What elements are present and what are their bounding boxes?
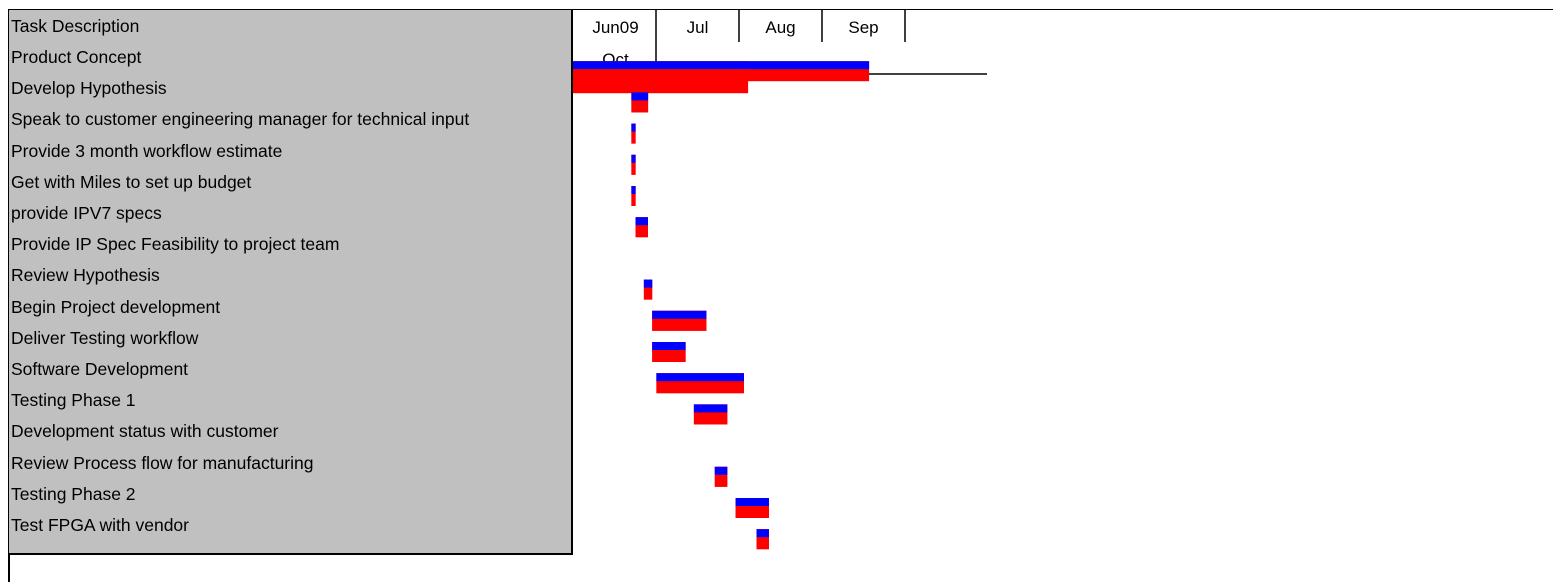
planned-bar — [652, 342, 686, 350]
task-label: Testing Phase 1 — [11, 390, 136, 411]
task-label: Development status with customer — [11, 421, 279, 442]
task-label: Review Process flow for manufacturing — [11, 452, 314, 473]
month-label: Aug — [765, 18, 795, 37]
gantt-bars — [573, 61, 870, 550]
task-label: Product Concept — [11, 47, 142, 67]
task-header: Task Description — [11, 16, 140, 36]
task-label: Deliver Testing workflow — [11, 327, 199, 348]
planned-bar — [714, 466, 728, 475]
month-label: Sep — [848, 18, 878, 37]
task-description-panel: Task Description Product Concept Develop … — [9, 10, 573, 555]
actual-bar — [631, 154, 636, 175]
task-label: Test FPGA with vendor — [11, 515, 189, 535]
planned-bar — [631, 92, 649, 101]
task-label: provide IPV7 specs — [11, 203, 162, 223]
planned-bar — [573, 61, 870, 70]
task-label: Provide 3 month workflow estimate — [11, 140, 283, 161]
actual-bar — [573, 69, 749, 94]
planned-bar — [631, 154, 636, 163]
planned-bar — [756, 529, 769, 538]
planned-bar — [693, 404, 728, 413]
task-label: Testing Phase 2 — [11, 483, 136, 504]
actual-bar — [643, 279, 653, 300]
task-label: Review Hypothesis — [11, 265, 160, 286]
month-label: Jun09 — [592, 18, 638, 37]
task-label: Speak to customer engineering manager fo… — [11, 109, 470, 130]
planned-bar — [643, 279, 653, 288]
month-label: Jul — [687, 18, 709, 37]
planned-bar — [631, 123, 636, 132]
planned-bar — [652, 310, 707, 319]
planned-bar — [735, 498, 769, 506]
task-label: Begin Project development — [11, 296, 221, 317]
planned-bar — [656, 373, 744, 382]
task-label: Software Development — [11, 359, 189, 379]
planned-bar — [635, 217, 648, 226]
task-label: Get with Miles to set up budget — [11, 171, 252, 192]
planned-bar — [631, 186, 636, 194]
task-label: Provide IP Spec Feasibility to project t… — [11, 234, 340, 255]
actual-bar — [631, 186, 636, 206]
task-label: Develop Hypothesis — [11, 78, 167, 99]
actual-bar — [631, 123, 636, 144]
